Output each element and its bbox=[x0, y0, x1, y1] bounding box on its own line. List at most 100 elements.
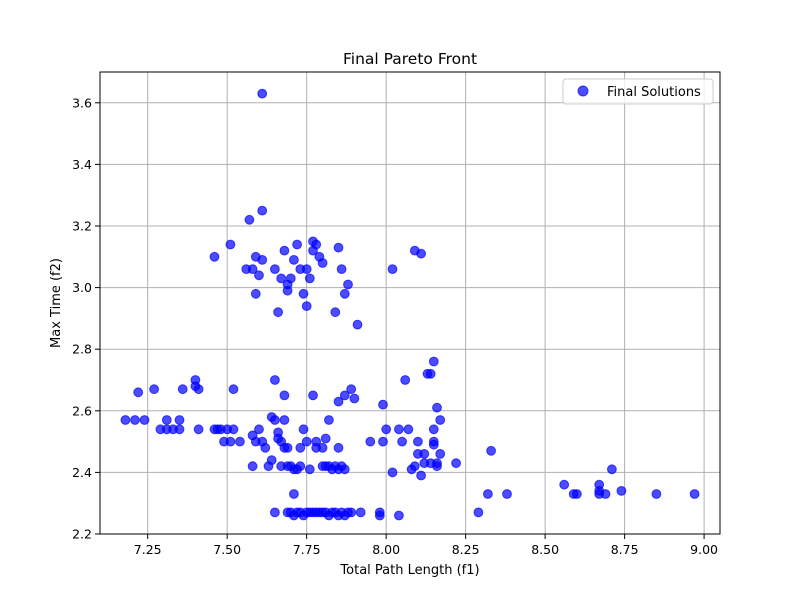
data-point bbox=[295, 442, 306, 453]
data-point bbox=[400, 375, 411, 385]
data-point bbox=[209, 251, 220, 262]
data-point bbox=[301, 436, 312, 447]
data-point bbox=[301, 301, 312, 312]
legend-box bbox=[562, 78, 714, 105]
data-point bbox=[270, 507, 280, 518]
data-point bbox=[228, 424, 239, 435]
data-point bbox=[346, 384, 357, 395]
data-point bbox=[308, 390, 318, 401]
data-point bbox=[419, 449, 430, 459]
data-point bbox=[257, 88, 268, 99]
data-point bbox=[308, 245, 318, 256]
data-point bbox=[266, 455, 277, 466]
data-point bbox=[282, 442, 293, 453]
data-point bbox=[616, 486, 627, 496]
data-point bbox=[270, 375, 280, 385]
data-point bbox=[432, 461, 442, 472]
data-point bbox=[607, 464, 617, 475]
data-point bbox=[416, 470, 427, 481]
data-point bbox=[250, 288, 261, 299]
data-point bbox=[333, 242, 344, 253]
data-point bbox=[365, 436, 376, 447]
data-point bbox=[502, 489, 512, 499]
data-point bbox=[257, 255, 268, 265]
x-tick-label: 7.25 bbox=[134, 542, 162, 557]
data-point bbox=[651, 489, 662, 499]
data-point bbox=[279, 415, 290, 425]
data-point bbox=[559, 479, 570, 490]
x-tick-label: 8.00 bbox=[372, 542, 400, 557]
data-point bbox=[378, 399, 388, 410]
data-point bbox=[225, 239, 236, 250]
data-point bbox=[174, 415, 185, 425]
x-tick-label: 7.50 bbox=[213, 542, 241, 557]
ticks: 7.25 7.50 7.75 8.00 8.25 8.50 8.75 9.00 2.2 2.4 2.… bbox=[72, 95, 718, 557]
data-point bbox=[317, 258, 328, 268]
data-point bbox=[333, 396, 344, 407]
data-point bbox=[247, 461, 258, 472]
y-tick-label: 3.0 bbox=[72, 280, 92, 295]
data-point bbox=[435, 415, 446, 425]
data-point bbox=[387, 467, 398, 478]
data-point bbox=[374, 510, 385, 521]
data-point bbox=[301, 264, 312, 275]
data-point bbox=[689, 489, 700, 499]
data-point bbox=[349, 393, 360, 404]
data-point bbox=[279, 390, 290, 401]
data-point bbox=[339, 288, 350, 299]
x-axis-label: Total Path Length (f1) bbox=[339, 563, 479, 578]
y-axis-label: Max Time (f2) bbox=[49, 258, 64, 348]
data-point bbox=[486, 445, 497, 456]
data-point bbox=[336, 264, 347, 275]
data-point bbox=[425, 368, 436, 379]
data-point bbox=[298, 424, 309, 435]
y-tick-label: 3.2 bbox=[72, 219, 92, 234]
data-point bbox=[193, 384, 204, 395]
data-point bbox=[120, 415, 131, 425]
data-point bbox=[279, 245, 290, 256]
data-point bbox=[387, 264, 398, 275]
data-point bbox=[339, 390, 350, 401]
data-point bbox=[428, 356, 439, 367]
data-point bbox=[254, 424, 264, 435]
data-point bbox=[254, 270, 264, 281]
x-tick-label: 8.25 bbox=[452, 542, 480, 557]
data-point bbox=[289, 489, 299, 499]
y-tick-label: 2.2 bbox=[72, 527, 92, 542]
data-point bbox=[346, 507, 357, 518]
data-point bbox=[282, 285, 293, 296]
data-point bbox=[320, 433, 331, 444]
data-point bbox=[228, 384, 239, 395]
data-point bbox=[324, 415, 334, 425]
data-point bbox=[260, 442, 271, 453]
data-point bbox=[330, 307, 341, 318]
data-point bbox=[432, 402, 442, 413]
data-point bbox=[247, 264, 258, 275]
y-tick-label: 2.8 bbox=[72, 342, 92, 357]
data-points bbox=[120, 88, 700, 521]
data-point bbox=[292, 239, 303, 250]
data-point bbox=[403, 424, 414, 435]
data-point bbox=[133, 387, 144, 398]
data-point bbox=[428, 424, 439, 435]
data-point bbox=[483, 489, 493, 499]
data-point bbox=[397, 436, 408, 447]
data-point bbox=[311, 436, 322, 447]
y-tick-label: 3.6 bbox=[72, 95, 92, 110]
data-point bbox=[273, 307, 284, 318]
data-point bbox=[174, 424, 185, 435]
data-point bbox=[177, 384, 188, 395]
data-point bbox=[572, 489, 582, 499]
legend-marker bbox=[577, 85, 589, 97]
chart-title: Final Pareto Front bbox=[343, 50, 477, 68]
data-point bbox=[289, 255, 299, 265]
data-point bbox=[352, 319, 363, 330]
data-point bbox=[276, 273, 287, 284]
data-point bbox=[333, 442, 344, 453]
data-point bbox=[304, 273, 315, 284]
data-point bbox=[473, 507, 484, 518]
data-point bbox=[435, 449, 446, 459]
data-point bbox=[343, 279, 353, 290]
data-point bbox=[355, 507, 366, 518]
